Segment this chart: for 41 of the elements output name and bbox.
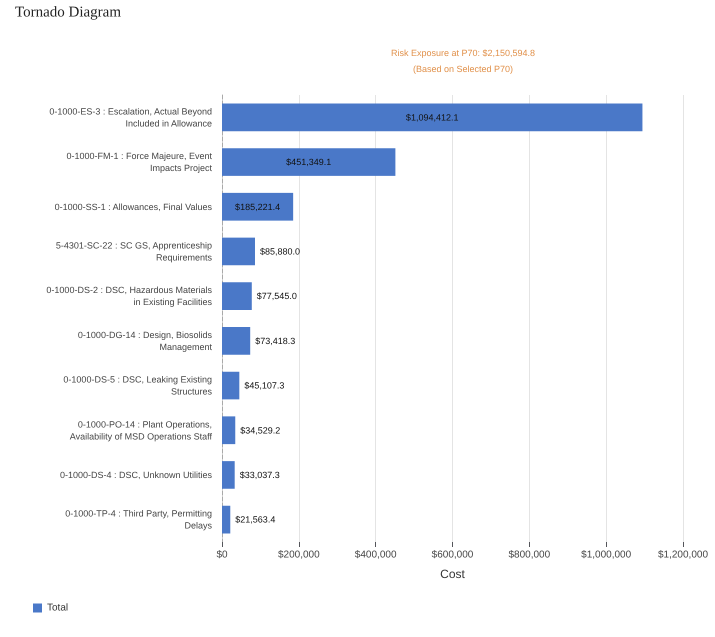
x-tick-label: $200,000: [278, 550, 320, 560]
y-tick-label: 0-1000-DS-5 : DSC, Leaking Existing Structures: [63, 374, 212, 397]
y-tick-label: 0-1000-DS-4 : DSC, Unknown Utilities: [60, 470, 212, 480]
y-tick-label: 0-1000-TP-4 : Third Party, Permitting Delays: [65, 508, 212, 531]
bar: [222, 148, 396, 176]
data-label: $21,563.4: [235, 514, 276, 525]
data-label: $85,880.0: [260, 246, 300, 256]
bar: [222, 326, 250, 355]
y-tick-label: 0-1000-FM-1 : Force Majeure, Event Impacts Project: [66, 151, 212, 174]
y-tick-label: 0-1000-ES-3 : Escalation, Actual Beyond Included in Allowance: [49, 106, 212, 128]
x-tick-label: $1,000,000: [581, 550, 632, 560]
y-tick-label: 0-1000-PO-14 : Plant Operations, Availability of MSD Operations Staff: [70, 419, 212, 442]
x-axis-title: Cost: [440, 567, 466, 581]
bar: [222, 282, 252, 310]
x-tick-label: $400,000: [354, 550, 397, 560]
data-label: $45,107.3: [244, 380, 284, 391]
y-tick-label: 0-1000-DG-14 : Design, Biosolids Management: [78, 330, 212, 352]
data-label: $34,529.2: [240, 425, 280, 436]
x-tick-label: $0: [216, 550, 228, 560]
chart-subtitle: Risk Exposure at P70: $2,150,594.8 (Based on Selected P70): [390, 48, 536, 74]
x-tick-label: $600,000: [432, 550, 474, 560]
bar: [222, 192, 294, 221]
legend-label: Total: [47, 602, 68, 614]
y-tick-label: 0-1000-DS-2 : DSC, Hazardous Materials in Existing Facilities: [46, 285, 212, 308]
y-tick-label: 0-1000-SS-1 : Allowances, Final Values: [54, 202, 212, 212]
text: Tornado Diagram: [15, 4, 122, 20]
data-label: $451,349.1: [286, 157, 332, 168]
bar: [222, 372, 240, 400]
bar: [222, 416, 236, 444]
data-label: $1,094,412.1: [406, 112, 458, 122]
x-tick-label: $800,000: [508, 550, 551, 560]
data-label: $77,545.0: [256, 291, 297, 302]
bar: [222, 506, 230, 534]
x-tick-label: $1,200,000: [658, 550, 708, 560]
data-label: $185,221.4: [235, 202, 280, 212]
bar: [222, 238, 255, 266]
bar: [222, 461, 235, 489]
data-label: $73,418.3: [255, 336, 296, 346]
data-label: $33,037.3: [240, 470, 280, 480]
y-tick-label: 5-4301-SC-22 : SC GS, Apprenticeship Requirements: [56, 240, 212, 262]
bar: [222, 103, 642, 132]
